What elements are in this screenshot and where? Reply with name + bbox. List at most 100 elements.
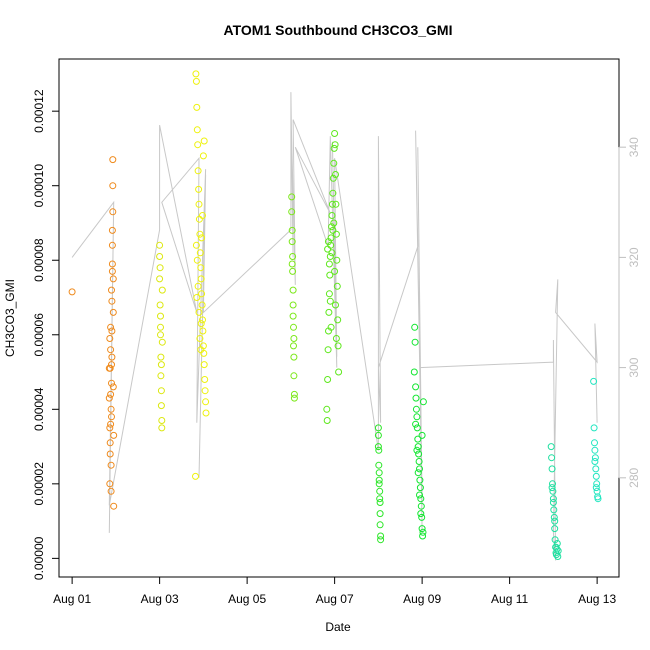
data-point — [414, 435, 422, 443]
data-point — [106, 364, 114, 372]
data-point — [156, 253, 164, 260]
data-point — [413, 446, 421, 454]
secondary-trace-line — [71, 92, 598, 561]
data-point — [197, 346, 205, 354]
data-point — [553, 540, 561, 547]
data-point — [417, 495, 425, 503]
data-point — [157, 387, 165, 395]
data-point — [108, 241, 116, 249]
data-point — [327, 323, 335, 331]
data-point — [109, 208, 117, 216]
series-flight-6 — [374, 424, 385, 544]
data-point — [325, 308, 333, 316]
data-point — [198, 301, 206, 309]
data-point — [418, 513, 426, 521]
data-point — [158, 417, 166, 424]
data-point — [107, 420, 115, 428]
x-tick-label: Aug 03 — [141, 592, 179, 606]
data-point — [200, 137, 208, 145]
data-point — [551, 517, 559, 525]
data-point — [548, 465, 556, 473]
data-point — [416, 465, 423, 473]
y-tick-label: 0.00008 — [32, 238, 46, 282]
data-point — [289, 312, 297, 320]
data-point — [329, 174, 337, 182]
data-point — [591, 454, 599, 462]
data-point — [593, 480, 601, 488]
data-point — [324, 245, 332, 253]
x-axis-label: Date — [325, 620, 351, 634]
data-point — [157, 312, 164, 320]
x-tick-label: Aug 09 — [403, 592, 441, 606]
data-point — [328, 249, 336, 257]
data-point — [158, 424, 166, 432]
data-point — [590, 377, 598, 385]
data-point — [410, 368, 418, 376]
data-point — [193, 256, 201, 264]
data-point — [110, 502, 118, 510]
data-point — [199, 212, 206, 219]
data-point — [416, 476, 424, 484]
y2-tick-label: 280 — [627, 467, 641, 487]
data-point — [108, 413, 115, 421]
x-tick-label: Aug 01 — [53, 592, 91, 606]
data-point — [332, 171, 339, 178]
data-point — [288, 238, 296, 246]
data-point — [157, 331, 164, 339]
data-point — [288, 193, 296, 201]
data-point — [332, 335, 340, 342]
data-point — [329, 226, 337, 234]
data-point — [108, 353, 116, 361]
data-point — [375, 461, 383, 469]
data-point — [324, 346, 332, 354]
data-point — [412, 394, 420, 402]
data-point — [417, 510, 425, 518]
data-point — [108, 361, 115, 369]
y-axis-left: 0.00000 0.00002 0.00004 0.00006 0.00008 0.000… — [32, 89, 60, 580]
data-point — [109, 383, 117, 391]
y2-tick-label: 300 — [627, 357, 641, 377]
data-point — [201, 387, 209, 395]
data-point — [198, 234, 206, 242]
data-point — [193, 126, 201, 134]
data-point — [554, 547, 562, 555]
series-flight-9 — [590, 377, 602, 503]
data-point — [288, 260, 296, 268]
series-flight-4 — [288, 193, 298, 402]
data-point — [330, 144, 338, 152]
data-point — [201, 376, 209, 383]
data-point — [197, 264, 205, 272]
series-flight-7 — [410, 323, 427, 540]
data-point — [195, 308, 203, 316]
data-point — [411, 323, 419, 331]
series-flight-2 — [156, 241, 166, 432]
data-point — [332, 200, 340, 208]
data-point — [325, 290, 333, 298]
data-point — [594, 495, 602, 503]
data-point — [331, 141, 339, 149]
data-point — [325, 238, 332, 246]
data-point — [592, 465, 600, 473]
data-point — [156, 275, 164, 283]
data-point — [157, 402, 165, 410]
x-tick-label: Aug 11 — [491, 592, 528, 606]
data-point — [192, 241, 200, 249]
data-point — [108, 260, 116, 268]
chart-title: ATOM1 Southbound CH3CO3_GMI — [224, 22, 453, 38]
data-point — [375, 446, 383, 454]
data-point — [591, 439, 598, 447]
data-point — [325, 260, 333, 268]
data-point — [326, 253, 334, 260]
data-point — [324, 376, 332, 383]
data-point — [413, 424, 421, 432]
data-point — [108, 327, 116, 335]
data-point — [199, 327, 207, 335]
data-point — [109, 308, 117, 316]
data-point — [332, 230, 340, 238]
x-tick-label: Aug 05 — [228, 592, 266, 606]
data-point — [591, 446, 599, 454]
data-point — [550, 513, 558, 521]
data-point — [156, 241, 164, 249]
data-point — [107, 323, 115, 331]
